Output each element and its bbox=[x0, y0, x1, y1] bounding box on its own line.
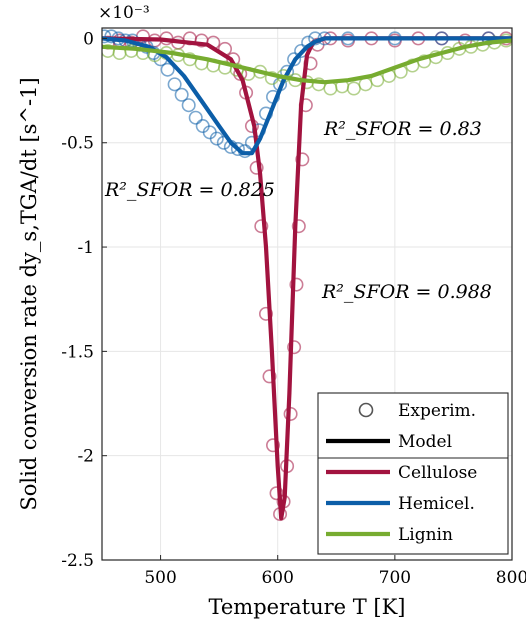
x-tick-label: 600 bbox=[261, 568, 293, 588]
cellulose-r2-annotation: R²_SFOR = 0.988 bbox=[321, 281, 492, 303]
y-tick-label: -0.5 bbox=[61, 134, 94, 154]
cellulose-experiment-marker bbox=[289, 277, 304, 292]
legend-label-hemicel: Hemicel. bbox=[398, 494, 475, 514]
x-tick-label: 700 bbox=[379, 568, 411, 588]
legend-label-experim: Experim. bbox=[398, 401, 476, 421]
cellulose-experiment-marker bbox=[254, 219, 269, 234]
cellulose-experiment-marker bbox=[295, 152, 310, 167]
hemicel-experiment-marker bbox=[230, 142, 245, 157]
lignin-r2-annotation: R²_SFOR = 0.83 bbox=[323, 118, 482, 140]
y-tick-label: -2 bbox=[77, 447, 94, 467]
legend-label-lignin: Lignin bbox=[398, 525, 453, 545]
series-layer bbox=[102, 29, 512, 522]
plot-frame bbox=[101, 27, 513, 561]
legend-marker-experim bbox=[358, 402, 374, 418]
y-axis-label: Solid conversion rate dy_s,TGA/dt [s^-1] bbox=[17, 77, 41, 510]
hemicel-experiment-marker bbox=[160, 62, 175, 77]
hemicellulose-r2-annotation: R²_SFOR = 0.825 bbox=[104, 179, 275, 201]
x-tick-label: 800 bbox=[496, 568, 526, 588]
x-tick-label: 500 bbox=[144, 568, 176, 588]
hemicel-experiment-marker bbox=[174, 87, 189, 102]
x-axis-label: Temperature T [K] bbox=[208, 595, 405, 619]
hemicel-experiment-marker bbox=[188, 110, 203, 125]
hemicel-experiment-marker bbox=[181, 98, 196, 113]
y-exponent-label: ×10⁻³ bbox=[98, 3, 150, 23]
legend: Experim. Model Cellulose Hemicel. Lignin bbox=[317, 392, 509, 555]
cellulose-experiment-marker bbox=[266, 438, 281, 453]
hemicel-model-line bbox=[102, 36, 512, 156]
cellulose-experiment-marker bbox=[287, 340, 302, 355]
cellulose-experiment-marker bbox=[269, 486, 284, 501]
hemicel-experiment-marker bbox=[167, 77, 182, 92]
ticks: 500 600 700 800 0 -0.5 -1 -1.5 -2 -2.5 bbox=[61, 29, 526, 588]
legend-label-cellulose: Cellulose bbox=[398, 463, 477, 483]
cellulose-experiment-marker bbox=[258, 306, 273, 321]
y-tick-label: -1.5 bbox=[61, 342, 94, 362]
hemicel-experiment-marker bbox=[104, 29, 119, 44]
lignin-model-line bbox=[102, 38, 512, 85]
legend-label-model: Model bbox=[398, 432, 452, 452]
cellulose-experiment-marker bbox=[262, 369, 277, 384]
y-tick-label: -1 bbox=[77, 238, 94, 258]
y-tick-label: -2.5 bbox=[61, 551, 94, 571]
y-tick-label: 0 bbox=[83, 29, 94, 49]
hemicel-experiment-marker bbox=[209, 131, 224, 146]
hemicel-experiment-marker bbox=[102, 29, 112, 44]
cellulose-experiment-marker bbox=[291, 219, 306, 234]
